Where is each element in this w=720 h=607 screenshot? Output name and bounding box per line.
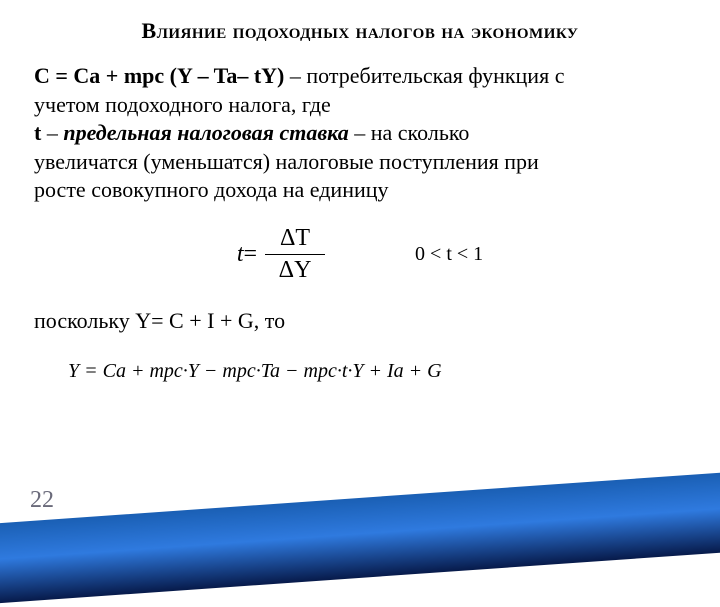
line-5: росте совокупного дохода на единицу bbox=[34, 176, 686, 205]
line-2: учетом подоходного налога, где bbox=[34, 91, 686, 120]
slide-title: Влияние подоходных налогов на экономику bbox=[34, 18, 686, 44]
marginal-tax-rate-term: предельная налоговая ставка bbox=[63, 120, 348, 145]
delta-y: ΔY bbox=[279, 257, 312, 283]
equals-sign: = bbox=[244, 241, 258, 268]
delta-t: ΔT bbox=[280, 225, 310, 251]
page-number: 22 bbox=[30, 487, 54, 514]
tax-rate-formula-row: t = ΔT ΔY 0 < t < 1 bbox=[34, 223, 686, 286]
since-pre: поскольку bbox=[34, 308, 135, 333]
fraction-denominator: ΔY bbox=[273, 255, 318, 286]
line-1: С = Ca + mpc (Y – Ta– tY) – потребительс… bbox=[34, 62, 686, 91]
since-post: , то bbox=[254, 308, 285, 333]
line-3: t – предельная налоговая ставка – на ско… bbox=[34, 119, 686, 148]
tax-rate-fraction: t = ΔT ΔY bbox=[237, 223, 325, 286]
t-range-condition: 0 < t < 1 bbox=[415, 243, 483, 266]
fraction: ΔT ΔY bbox=[265, 223, 325, 286]
body-text: С = Ca + mpc (Y – Ta– tY) – потребительс… bbox=[34, 62, 686, 205]
fraction-numerator: ΔT bbox=[274, 223, 316, 254]
frac-lhs: t bbox=[237, 241, 244, 268]
line-1-after: – потребительская функция с bbox=[284, 63, 564, 88]
expanded-income-formula: Y = Ca + mpc·Y − mpc·Ta − mpc·t·Y + Ia +… bbox=[68, 360, 686, 383]
slide: Влияние подоходных налогов на экономику … bbox=[0, 0, 720, 540]
since-line: поскольку Y= C + I + G, то bbox=[34, 308, 686, 334]
consumption-formula: С = Ca + mpc (Y – Ta– tY) bbox=[34, 63, 284, 88]
line-3-after: – на сколько bbox=[349, 120, 470, 145]
line-3-dash: – bbox=[41, 120, 63, 145]
income-identity: Y= C + I + G bbox=[135, 308, 254, 333]
line-4: увеличатся (уменьшатся) налоговые поступ… bbox=[34, 148, 686, 177]
